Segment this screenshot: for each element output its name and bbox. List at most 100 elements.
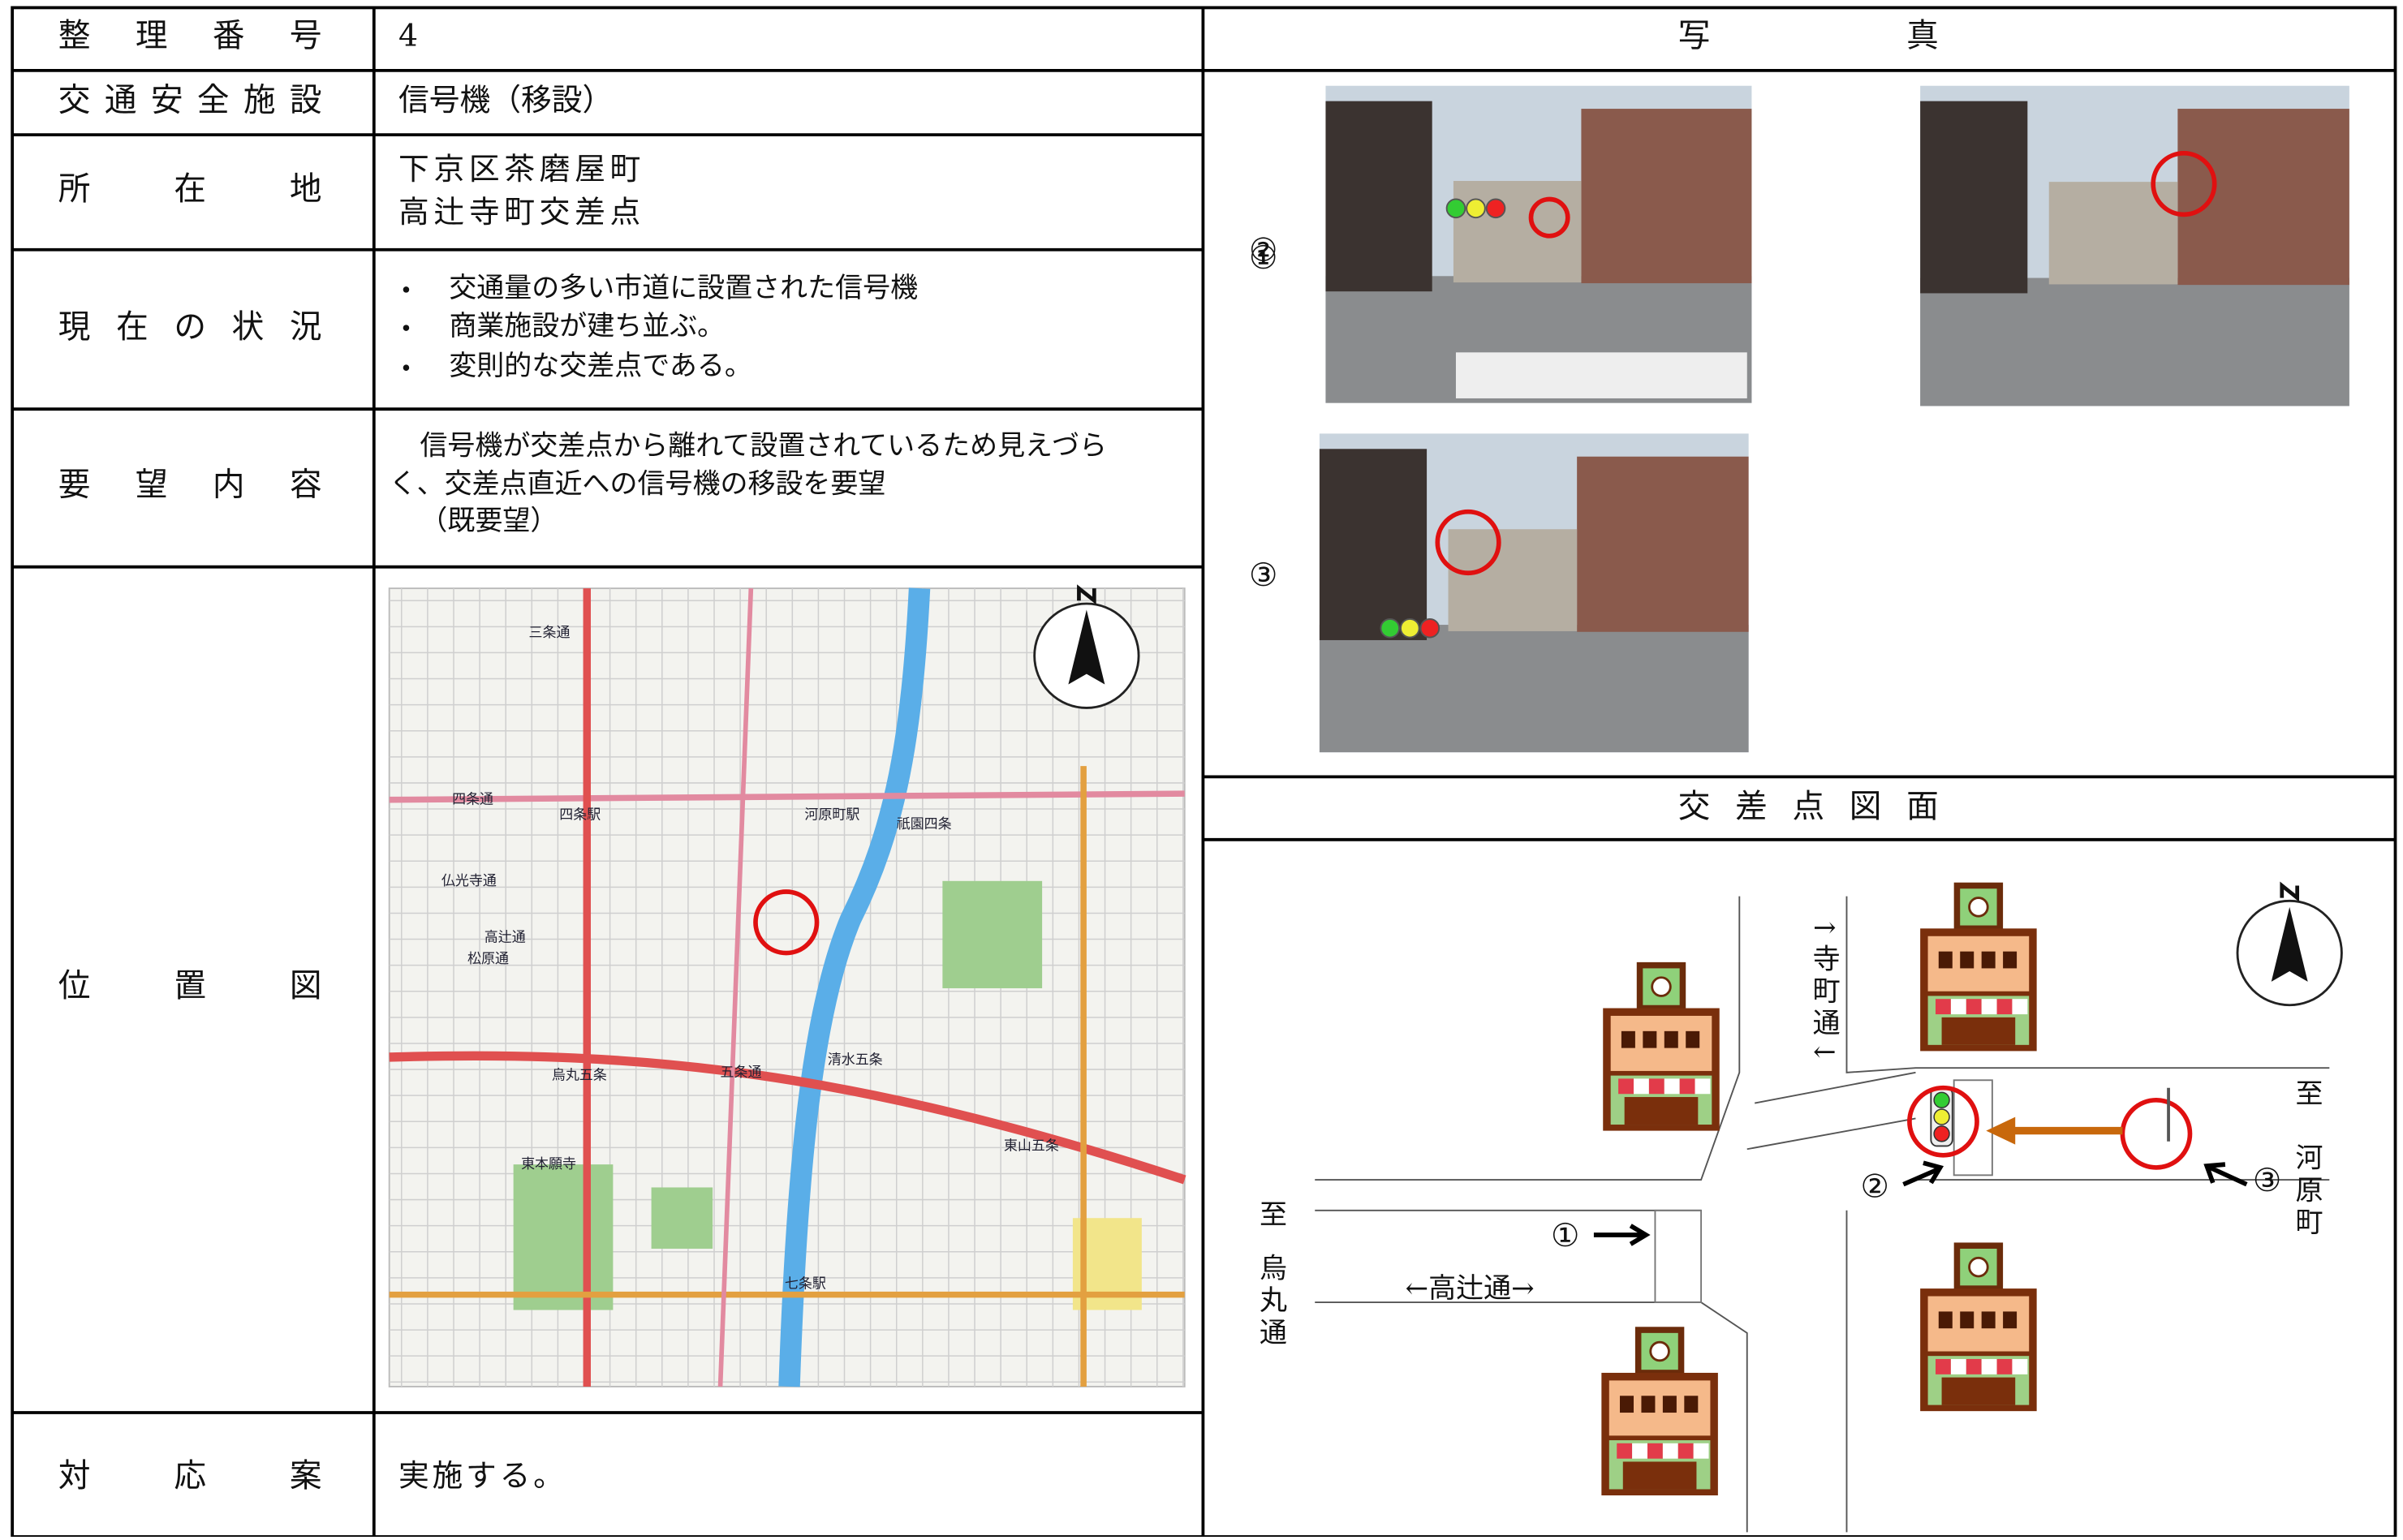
awning (1966, 999, 1982, 1015)
awning (1647, 1443, 1663, 1459)
photo-building (1325, 101, 1432, 292)
photo-building (1319, 449, 1428, 640)
map-label: 東山五条 (1004, 1138, 1059, 1154)
bullet (403, 325, 410, 331)
direction-label: 烏丸通 (1254, 1254, 1286, 1350)
row-line: く、交差点直近への信号機の移設を要望 (390, 468, 886, 501)
signal-lamp (1933, 1091, 1950, 1109)
awning (1981, 999, 1997, 1015)
signal-lamp (1445, 198, 1466, 219)
awning (1632, 1443, 1648, 1459)
bullet-text: 変則的な交差点である。 (449, 350, 752, 382)
bullet (403, 364, 410, 371)
direction-label: 至 (1254, 1200, 1286, 1232)
building-window (1643, 1030, 1657, 1048)
park (513, 1164, 614, 1310)
crosswalk (1953, 1079, 1993, 1177)
marker-arrow (1593, 1224, 1651, 1246)
photo-building (1920, 101, 2028, 294)
north-n (1077, 584, 1096, 605)
building-window (1981, 951, 1996, 969)
park (651, 1187, 713, 1249)
road-edge (1315, 896, 1741, 1181)
row-value: 4 (398, 18, 418, 54)
awning (1617, 1443, 1633, 1459)
photo-building (2177, 109, 2349, 286)
photo-building (1581, 109, 1752, 284)
awning (1936, 999, 1951, 1015)
bullet (403, 286, 410, 293)
photo-number: ② (1249, 232, 1278, 269)
road-edge (1746, 1117, 1916, 1151)
building-window (2003, 1311, 2018, 1329)
direction-label: 至 (2290, 1078, 2323, 1111)
row-line: 下京区茶磨屋町 (398, 151, 645, 187)
signal-lamp (1380, 617, 1401, 639)
signal-lamp (1419, 617, 1441, 639)
photo-number: ③ (1249, 557, 1278, 594)
marker-arrow (2203, 1162, 2248, 1187)
signal-lamp (1933, 1125, 1950, 1142)
building-window (1981, 1311, 1996, 1329)
photo-crosswalk (1455, 352, 1747, 398)
building-window (2003, 951, 2018, 969)
bullet-text: 商業施設が建ち並ぶ。 (449, 310, 725, 342)
target-circle (2151, 151, 2217, 217)
building-door (1624, 1097, 1699, 1125)
row-line: （既要望） (420, 505, 558, 537)
awning (1618, 1078, 1634, 1095)
road (717, 588, 754, 1387)
awning (1679, 1078, 1695, 1095)
road-edge (1755, 1071, 1916, 1104)
map-label: 四条通 (452, 792, 493, 808)
building-door (1941, 1377, 2016, 1405)
building-window (1938, 951, 1953, 969)
row-value: 実施する。 (398, 1458, 567, 1494)
marker-number: ③ (2253, 1162, 2282, 1199)
north-arrow (1068, 609, 1105, 685)
map-label: 河原町駅 (804, 807, 859, 824)
map-label: 五条通 (721, 1065, 762, 1081)
awning (1996, 1358, 2013, 1374)
building-top (1649, 1340, 1670, 1362)
park (942, 880, 1043, 988)
road (389, 1051, 1186, 1185)
awning (2012, 1358, 2028, 1374)
map-label: 松原通 (467, 951, 509, 967)
building-top (1968, 1256, 1989, 1278)
crosswalk (1654, 1209, 1703, 1304)
photo-road (1920, 277, 2349, 407)
direction-label: 河原町 (2290, 1143, 2323, 1240)
target-circle (1907, 1085, 1979, 1158)
building-window (1621, 1030, 1635, 1048)
building-window (1664, 1030, 1678, 1048)
target-circle (1528, 196, 1570, 239)
bullet-text: 交通量の多い市道に設置された信号機 (449, 272, 918, 304)
marker-number: ② (1860, 1168, 1889, 1205)
signal-lamp (1485, 198, 1506, 219)
street-label: ↑寺町通↓ (1807, 916, 1840, 1068)
north-n (2280, 881, 2300, 902)
building-door (1622, 1461, 1697, 1490)
building-door (1941, 1017, 2016, 1045)
map-label: 三条通 (529, 625, 571, 641)
building-window (1620, 1396, 1634, 1413)
street-label: ←高辻通→ (1406, 1272, 1535, 1305)
river (778, 587, 931, 1387)
marker-number: ① (1551, 1217, 1580, 1254)
awning (1693, 1443, 1709, 1459)
map-label: 東本願寺 (521, 1156, 576, 1172)
row-line: 高辻寺町交差点 (398, 194, 645, 230)
row-value: 信号機（移設） (398, 82, 613, 118)
row-line: 信号機が交差点から離れて設置されているため見えづら (420, 429, 1107, 462)
move-arrow-head (1986, 1116, 2016, 1145)
awning (1648, 1078, 1664, 1095)
map-label: 高辻通 (484, 930, 526, 946)
building-window (1960, 1311, 1975, 1329)
awning (1936, 1358, 1951, 1374)
